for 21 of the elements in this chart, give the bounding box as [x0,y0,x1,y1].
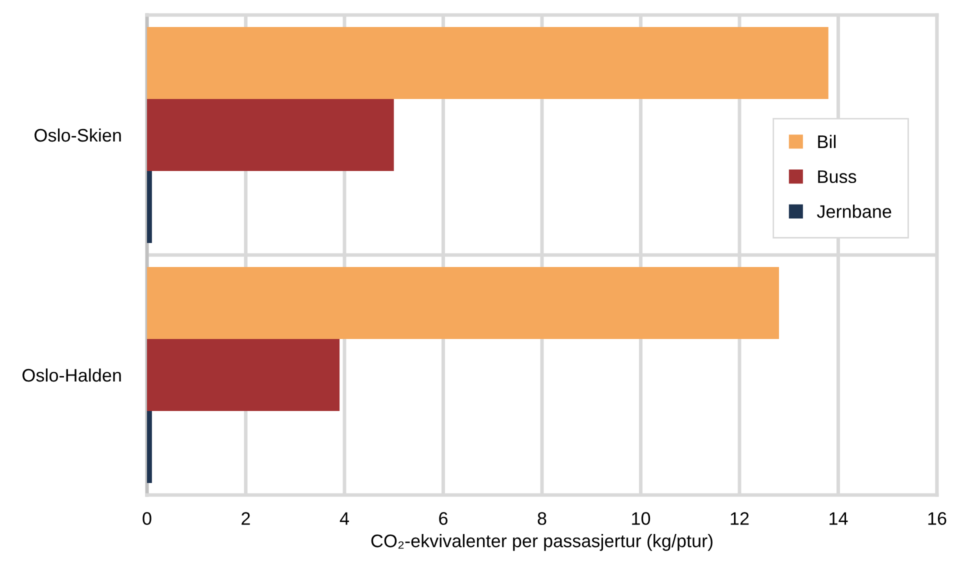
x-tick-label: 8 [538,512,546,525]
x-tick-label: 10 [632,512,650,525]
x-tick-label: 0 [142,512,152,525]
x-axis-title: CO₂-ekvivalenter per passasjertur (kg/ptur) [371,534,712,551]
bar [147,267,779,339]
x-tick-label: 4 [340,512,349,525]
bar [147,339,340,411]
legend-label: Buss [818,170,856,184]
x-tick-label: 16 [928,512,946,525]
x-tick-label: 6 [439,512,448,525]
legend-label: Bil [818,134,836,148]
x-tick-label: 14 [830,512,848,525]
bar [147,171,152,243]
y-tick-label: Oslo-Halden [22,368,121,382]
bar [147,99,394,171]
x-tick-label: 12 [730,512,749,525]
bar [147,27,828,99]
legend-label: Jernbane [816,204,892,218]
bar [147,411,152,483]
x-tick-label: 2 [242,512,250,525]
y-tick-label: Oslo-Skien [34,128,121,142]
